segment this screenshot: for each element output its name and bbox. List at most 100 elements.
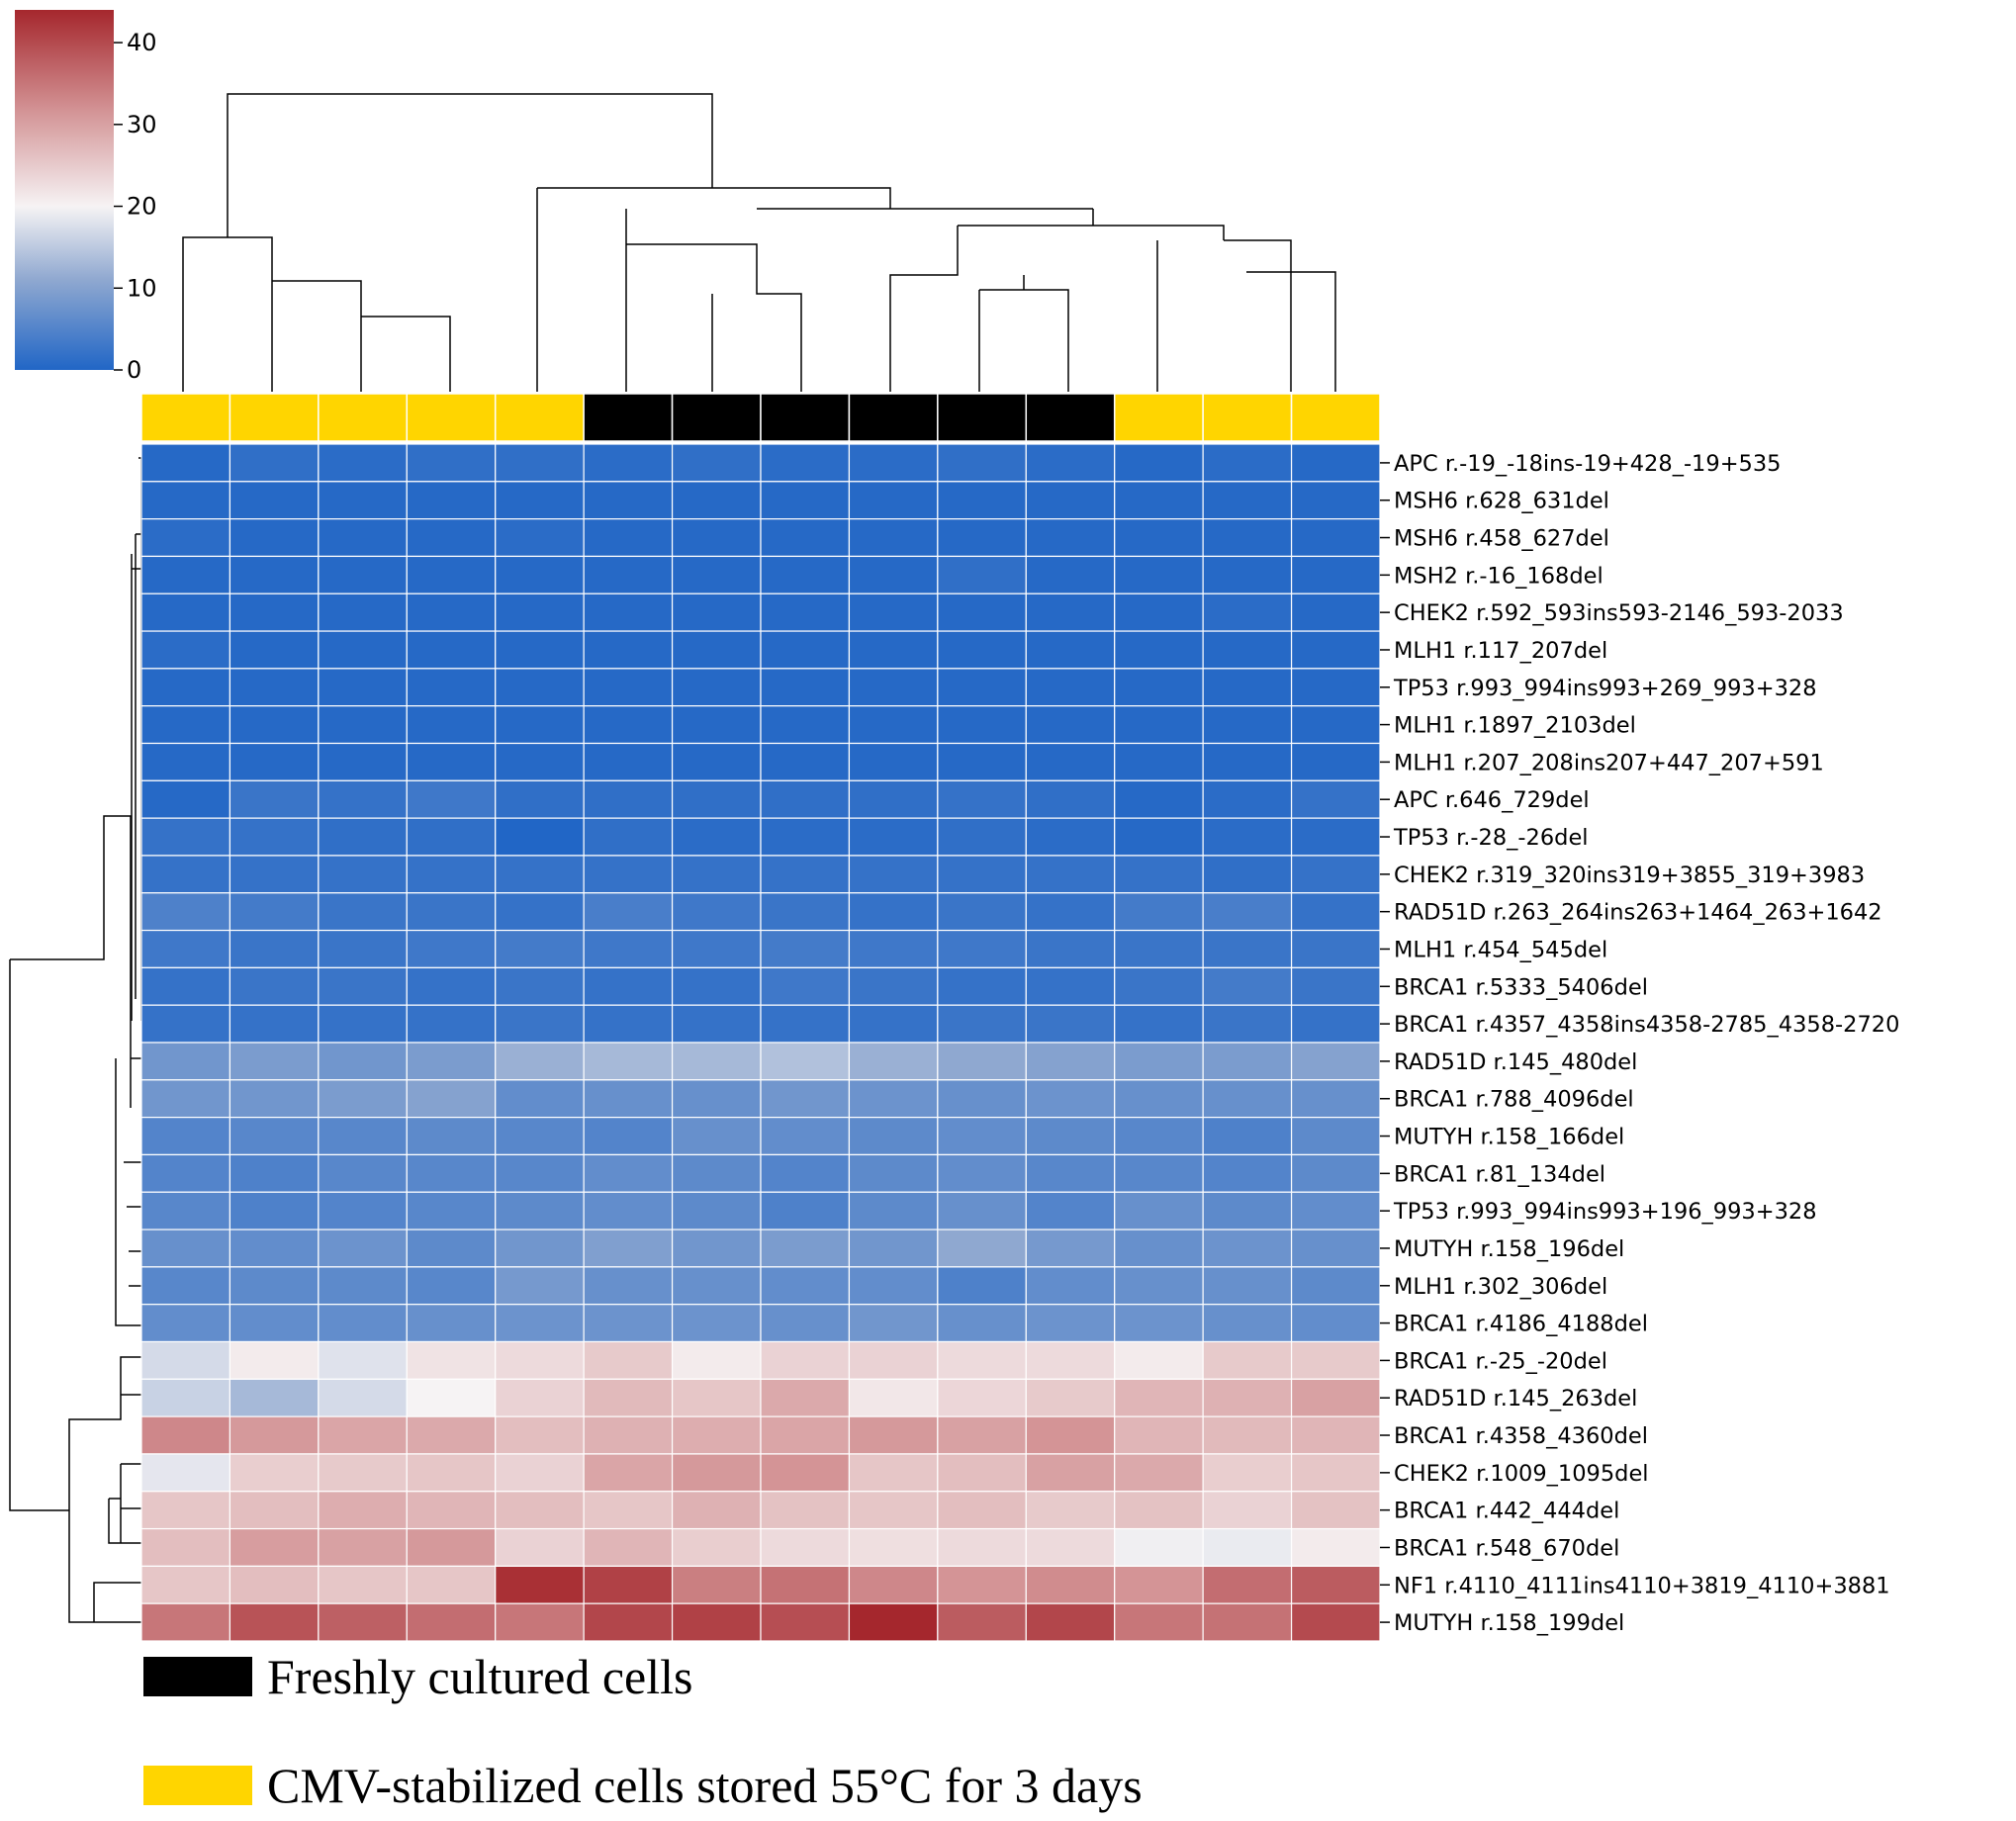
heatmap-cell bbox=[140, 705, 231, 745]
heatmap-cell bbox=[848, 1079, 939, 1119]
heatmap-cell bbox=[318, 592, 408, 632]
heatmap-cell bbox=[495, 817, 585, 857]
heatmap-cell bbox=[229, 1229, 320, 1268]
heatmap-cell bbox=[848, 1153, 939, 1193]
heatmap-cell bbox=[406, 966, 497, 1006]
heatmap-cell bbox=[318, 1491, 408, 1530]
heatmap-cell bbox=[1114, 1229, 1204, 1268]
heatmap-cell bbox=[1202, 779, 1293, 819]
heatmap-cell bbox=[937, 1453, 1027, 1493]
heatmap-cell bbox=[229, 630, 320, 670]
heatmap-cell bbox=[406, 892, 497, 932]
heatmap-cell bbox=[495, 1004, 585, 1044]
heatmap-cell bbox=[406, 481, 497, 520]
heatmap-cell bbox=[1025, 855, 1116, 894]
heatmap-cell bbox=[583, 929, 674, 968]
heatmap-cell bbox=[1114, 1453, 1204, 1493]
heatmap-cell bbox=[1025, 1191, 1116, 1230]
heatmap-cell bbox=[583, 443, 674, 483]
colorbar-ticks: 0 10 20 30 40 bbox=[114, 29, 157, 384]
heatmap-cell bbox=[1202, 1565, 1293, 1604]
heatmap-cell bbox=[760, 1453, 851, 1493]
heatmap-cell bbox=[406, 1378, 497, 1417]
heatmap-cell bbox=[229, 1527, 320, 1567]
heatmap-cell bbox=[1025, 1565, 1116, 1604]
heatmap-cell bbox=[1114, 555, 1204, 594]
heatmap-cell bbox=[318, 1191, 408, 1230]
heatmap-cell bbox=[760, 817, 851, 857]
heatmap-cell bbox=[1290, 1191, 1381, 1230]
heatmap-cell bbox=[760, 1415, 851, 1455]
heatmap-cell bbox=[229, 1565, 320, 1604]
heatmap-cell bbox=[760, 1191, 851, 1230]
heatmap-cell bbox=[140, 1527, 231, 1567]
heatmap-cell bbox=[1290, 1079, 1381, 1119]
heatmap-cell bbox=[760, 1229, 851, 1268]
heatmap-cell bbox=[318, 892, 408, 932]
heatmap-cell bbox=[760, 779, 851, 819]
heatmap-cell bbox=[760, 929, 851, 968]
heatmap-cell bbox=[671, 1042, 762, 1081]
heatmap-cell bbox=[583, 966, 674, 1006]
heatmap-cell bbox=[1114, 742, 1204, 781]
row-label: BRCA1 r.548_670del bbox=[1394, 1535, 1619, 1561]
row-label: BRCA1 r.-25_-20del bbox=[1394, 1348, 1607, 1374]
heatmap-cell bbox=[229, 443, 320, 483]
row-dendrogram bbox=[9, 457, 142, 1623]
colorbar-tick-label: 30 bbox=[127, 111, 157, 138]
heatmap-cell bbox=[1025, 1378, 1116, 1417]
heatmap-cell bbox=[1025, 1304, 1116, 1343]
heatmap-cell bbox=[229, 555, 320, 594]
heatmap-cell bbox=[229, 779, 320, 819]
heatmap-cell bbox=[406, 1340, 497, 1380]
heatmap-cell bbox=[406, 1527, 497, 1567]
heatmap-cell bbox=[583, 705, 674, 745]
heatmap-cell bbox=[1114, 1042, 1204, 1081]
row-label: CHEK2 r.319_320ins319+3855_319+3983 bbox=[1394, 863, 1865, 888]
column-dendrogram bbox=[182, 93, 1336, 392]
heatmap-cell bbox=[140, 1229, 231, 1268]
legend-label-freshly-cultured: Freshly cultured cells bbox=[267, 1649, 692, 1704]
group-bar-cell bbox=[671, 393, 762, 442]
heatmap-cell bbox=[848, 555, 939, 594]
row-label: MLH1 r.1897_2103del bbox=[1394, 713, 1636, 739]
heatmap-cell bbox=[1290, 1491, 1381, 1530]
group-bar-cell bbox=[760, 393, 851, 442]
heatmap-cell bbox=[1290, 592, 1381, 632]
heatmap-cell bbox=[1114, 1079, 1204, 1119]
heatmap-cell bbox=[1202, 1527, 1293, 1567]
row-label: NF1 r.4110_4111ins4110+3819_4110+3881 bbox=[1394, 1573, 1890, 1598]
heatmap-cell bbox=[140, 779, 231, 819]
heatmap-cell bbox=[495, 518, 585, 558]
heatmap-cell bbox=[318, 779, 408, 819]
heatmap-cell bbox=[671, 1153, 762, 1193]
legend: Freshly cultured cells CMV-stabilized ce… bbox=[143, 1649, 1143, 1813]
heatmap-cell bbox=[406, 1229, 497, 1268]
heatmap-cell bbox=[848, 518, 939, 558]
heatmap-cell bbox=[1114, 1191, 1204, 1230]
group-bar-cell bbox=[229, 393, 320, 442]
heatmap-cell bbox=[583, 1415, 674, 1455]
heatmap-cell bbox=[937, 1340, 1027, 1380]
heatmap-cell bbox=[1290, 892, 1381, 932]
heatmap-cell bbox=[495, 668, 585, 707]
heatmap-cell bbox=[495, 929, 585, 968]
heatmap-cell bbox=[583, 779, 674, 819]
heatmap-cell bbox=[671, 1453, 762, 1493]
heatmap-cell bbox=[848, 1117, 939, 1156]
heatmap-cell bbox=[760, 668, 851, 707]
heatmap-cell bbox=[583, 1191, 674, 1230]
heatmap-cell bbox=[1202, 1491, 1293, 1530]
heatmap-cell bbox=[318, 1527, 408, 1567]
heatmap-cell bbox=[229, 1079, 320, 1119]
heatmap-cell bbox=[937, 443, 1027, 483]
heatmap-cell bbox=[495, 1340, 585, 1380]
heatmap-cell bbox=[583, 817, 674, 857]
heatmap-cell bbox=[1025, 1266, 1116, 1306]
heatmap-cell bbox=[583, 1565, 674, 1604]
heatmap-cell bbox=[848, 1378, 939, 1417]
heatmap-cell bbox=[1202, 1153, 1293, 1193]
heatmap-cell bbox=[671, 1004, 762, 1044]
heatmap-cell bbox=[495, 742, 585, 781]
heatmap-cell bbox=[760, 1491, 851, 1530]
